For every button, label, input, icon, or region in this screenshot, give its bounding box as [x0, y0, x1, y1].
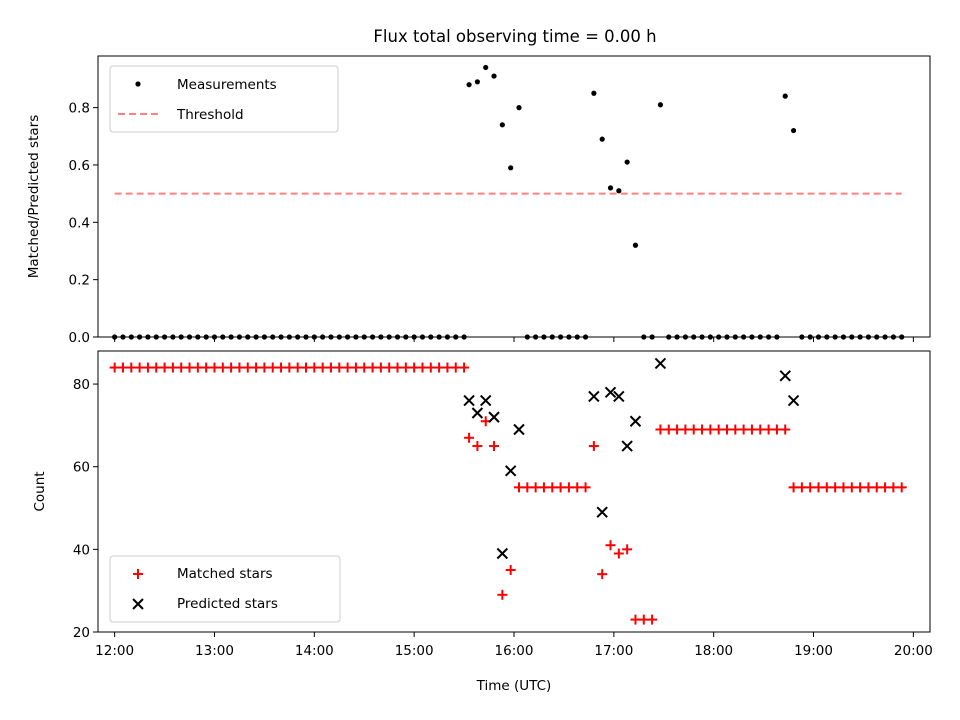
bottom-legend-frame: [109, 555, 341, 623]
measurements-point: [632, 242, 639, 248]
y-tick-label: 0.8: [69, 101, 90, 117]
measurements-point: [466, 82, 472, 88]
top-legend: Measurements Threshold: [109, 65, 339, 133]
predicted-stars-point: [596, 506, 608, 518]
measurements-point: [474, 79, 480, 85]
top-panel: 0.00.20.40.60.8 Matched/Predicted stars …: [26, 55, 931, 346]
figure-title: Flux total observing time = 0.00 h: [373, 27, 656, 46]
y-tick-label: 40: [73, 542, 90, 558]
matched-stars-legend-marker: [133, 569, 143, 579]
bottom-legend: Matched stars Predicted stars: [109, 555, 341, 623]
matched-stars-point: [505, 565, 516, 576]
predicted-stars-legend-label: Predicted stars: [177, 596, 278, 612]
x-tick-label: 14:00: [295, 643, 334, 659]
top-y-axis-label: Matched/Predicted stars: [26, 115, 42, 278]
y-tick-label: 0.0: [69, 330, 90, 346]
measurements-point: [516, 105, 522, 111]
top-axis-layer: 0.0 0.2 0.4 0.6 0.8: [69, 101, 914, 346]
measurements-point: [483, 64, 489, 71]
x-axis-label: Time (UTC): [476, 678, 552, 694]
predicted-stars-point: [621, 440, 633, 452]
measurements-point: [499, 122, 505, 128]
y-tick-label: 20: [73, 625, 90, 641]
measurements-point: [790, 127, 797, 134]
matched-stars-point: [497, 589, 508, 600]
y-tick-label: 0.6: [69, 158, 90, 174]
matched-stars-point: [622, 544, 633, 555]
matched-stars-point: [580, 482, 591, 493]
predicted-stars-legend-marker: [132, 598, 144, 610]
x-tick-label: 12:00: [95, 643, 134, 659]
y-tick-label: 60: [73, 460, 90, 476]
x-tick-label: 19:00: [794, 643, 833, 659]
predicted-stars-point: [779, 370, 791, 382]
y-tick-label: 80: [73, 377, 90, 393]
matched-stars-point: [780, 424, 791, 435]
x-tick-label: 17:00: [594, 643, 633, 659]
matched-stars-point: [647, 614, 658, 625]
predicted-stars-point: [513, 423, 525, 436]
matched-stars-point: [588, 441, 599, 452]
measurements-point: [624, 159, 630, 165]
predicted-stars-point: [629, 415, 642, 427]
predicted-stars-point: [471, 407, 484, 419]
measurements-point: [591, 90, 597, 96]
matched-stars-point: [464, 432, 475, 443]
measurements-point: [657, 102, 664, 108]
predicted-stars-point: [604, 386, 617, 399]
measurements-point: [491, 73, 497, 79]
predicted-stars-point: [496, 547, 509, 560]
predicted-stars-point: [613, 390, 625, 403]
threshold-legend-label: Threshold: [176, 107, 244, 123]
matched-stars-point: [472, 441, 483, 452]
bottom-y-axis-label: Count: [32, 471, 48, 511]
x-tick-label: 18:00: [694, 643, 733, 659]
x-tick-label: 16:00: [495, 643, 534, 659]
matched-stars-point: [613, 548, 624, 559]
measurements-point: [508, 165, 514, 171]
x-tick-label: 13:00: [195, 643, 234, 659]
predicted-stars-point: [504, 465, 517, 477]
bottom-series-layer: [109, 357, 907, 625]
predicted-stars-point: [787, 394, 800, 407]
measurements-legend-label: Measurements: [177, 77, 277, 93]
matched-stars-point: [896, 482, 907, 493]
bottom-panel: 20 40 60 80 12:00 13:00 14:00 15:00 16:00 17:00 18…: [32, 350, 933, 694]
measurements-point: [782, 93, 788, 99]
bottom-axis-layer: 20 40 60 80 12:00 13:00 14:00 15:00 16:00 17:00 18…: [73, 377, 933, 659]
matched-stars-legend-label: Matched stars: [177, 566, 273, 582]
y-tick-label: 0.4: [69, 215, 90, 231]
predicted-stars-point: [588, 390, 600, 403]
x-tick-label: 15:00: [395, 643, 434, 659]
measurements-legend-marker: [135, 81, 141, 87]
y-tick-label: 0.2: [69, 273, 90, 289]
measurements-point: [599, 136, 605, 142]
matched-stars-point: [459, 362, 470, 373]
predicted-stars-point: [654, 357, 667, 370]
predicted-stars-point: [463, 394, 475, 407]
x-tick-label: 20:00: [894, 643, 933, 659]
matched-stars-point: [597, 569, 608, 580]
predicted-stars-point: [488, 411, 500, 423]
top-legend-frame: [109, 65, 339, 133]
matched-stars-point: [605, 540, 616, 551]
predicted-stars-point: [480, 394, 492, 407]
measurements-point: [607, 185, 614, 191]
measurements-point: [616, 188, 622, 194]
matched-stars-point: [489, 441, 500, 452]
